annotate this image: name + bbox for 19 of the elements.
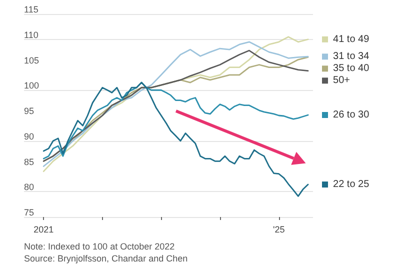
y-tick-label: 85: [24, 156, 34, 167]
legend-label: 26 to 30: [333, 109, 370, 120]
legend-label: 22 to 25: [333, 179, 370, 190]
y-tick-label: 90: [24, 131, 34, 142]
x-tick-label: 2021: [34, 224, 54, 234]
y-tick-label: 75: [24, 208, 34, 218]
y-tick-label: 115: [24, 4, 38, 14]
source-note: Source: Brynjolfsson, Chandar and Chen: [24, 254, 188, 264]
text: Note: Indexed to 100 at October 2022: [24, 242, 175, 252]
y-tick-label: 95: [24, 106, 34, 116]
y-tick-label: 80: [24, 182, 34, 192]
legend-label: 31 to 34: [333, 51, 370, 62]
x-tick-label: '25: [273, 224, 285, 234]
legend-label: 35 to 40: [333, 63, 370, 74]
y-tick-label: 100: [24, 80, 40, 91]
y-tick-label: 105: [24, 55, 40, 66]
y-tick-label: 110: [24, 30, 38, 40]
legend-label: 41 to 49: [333, 34, 370, 45]
legend-label: 50+: [333, 75, 350, 86]
